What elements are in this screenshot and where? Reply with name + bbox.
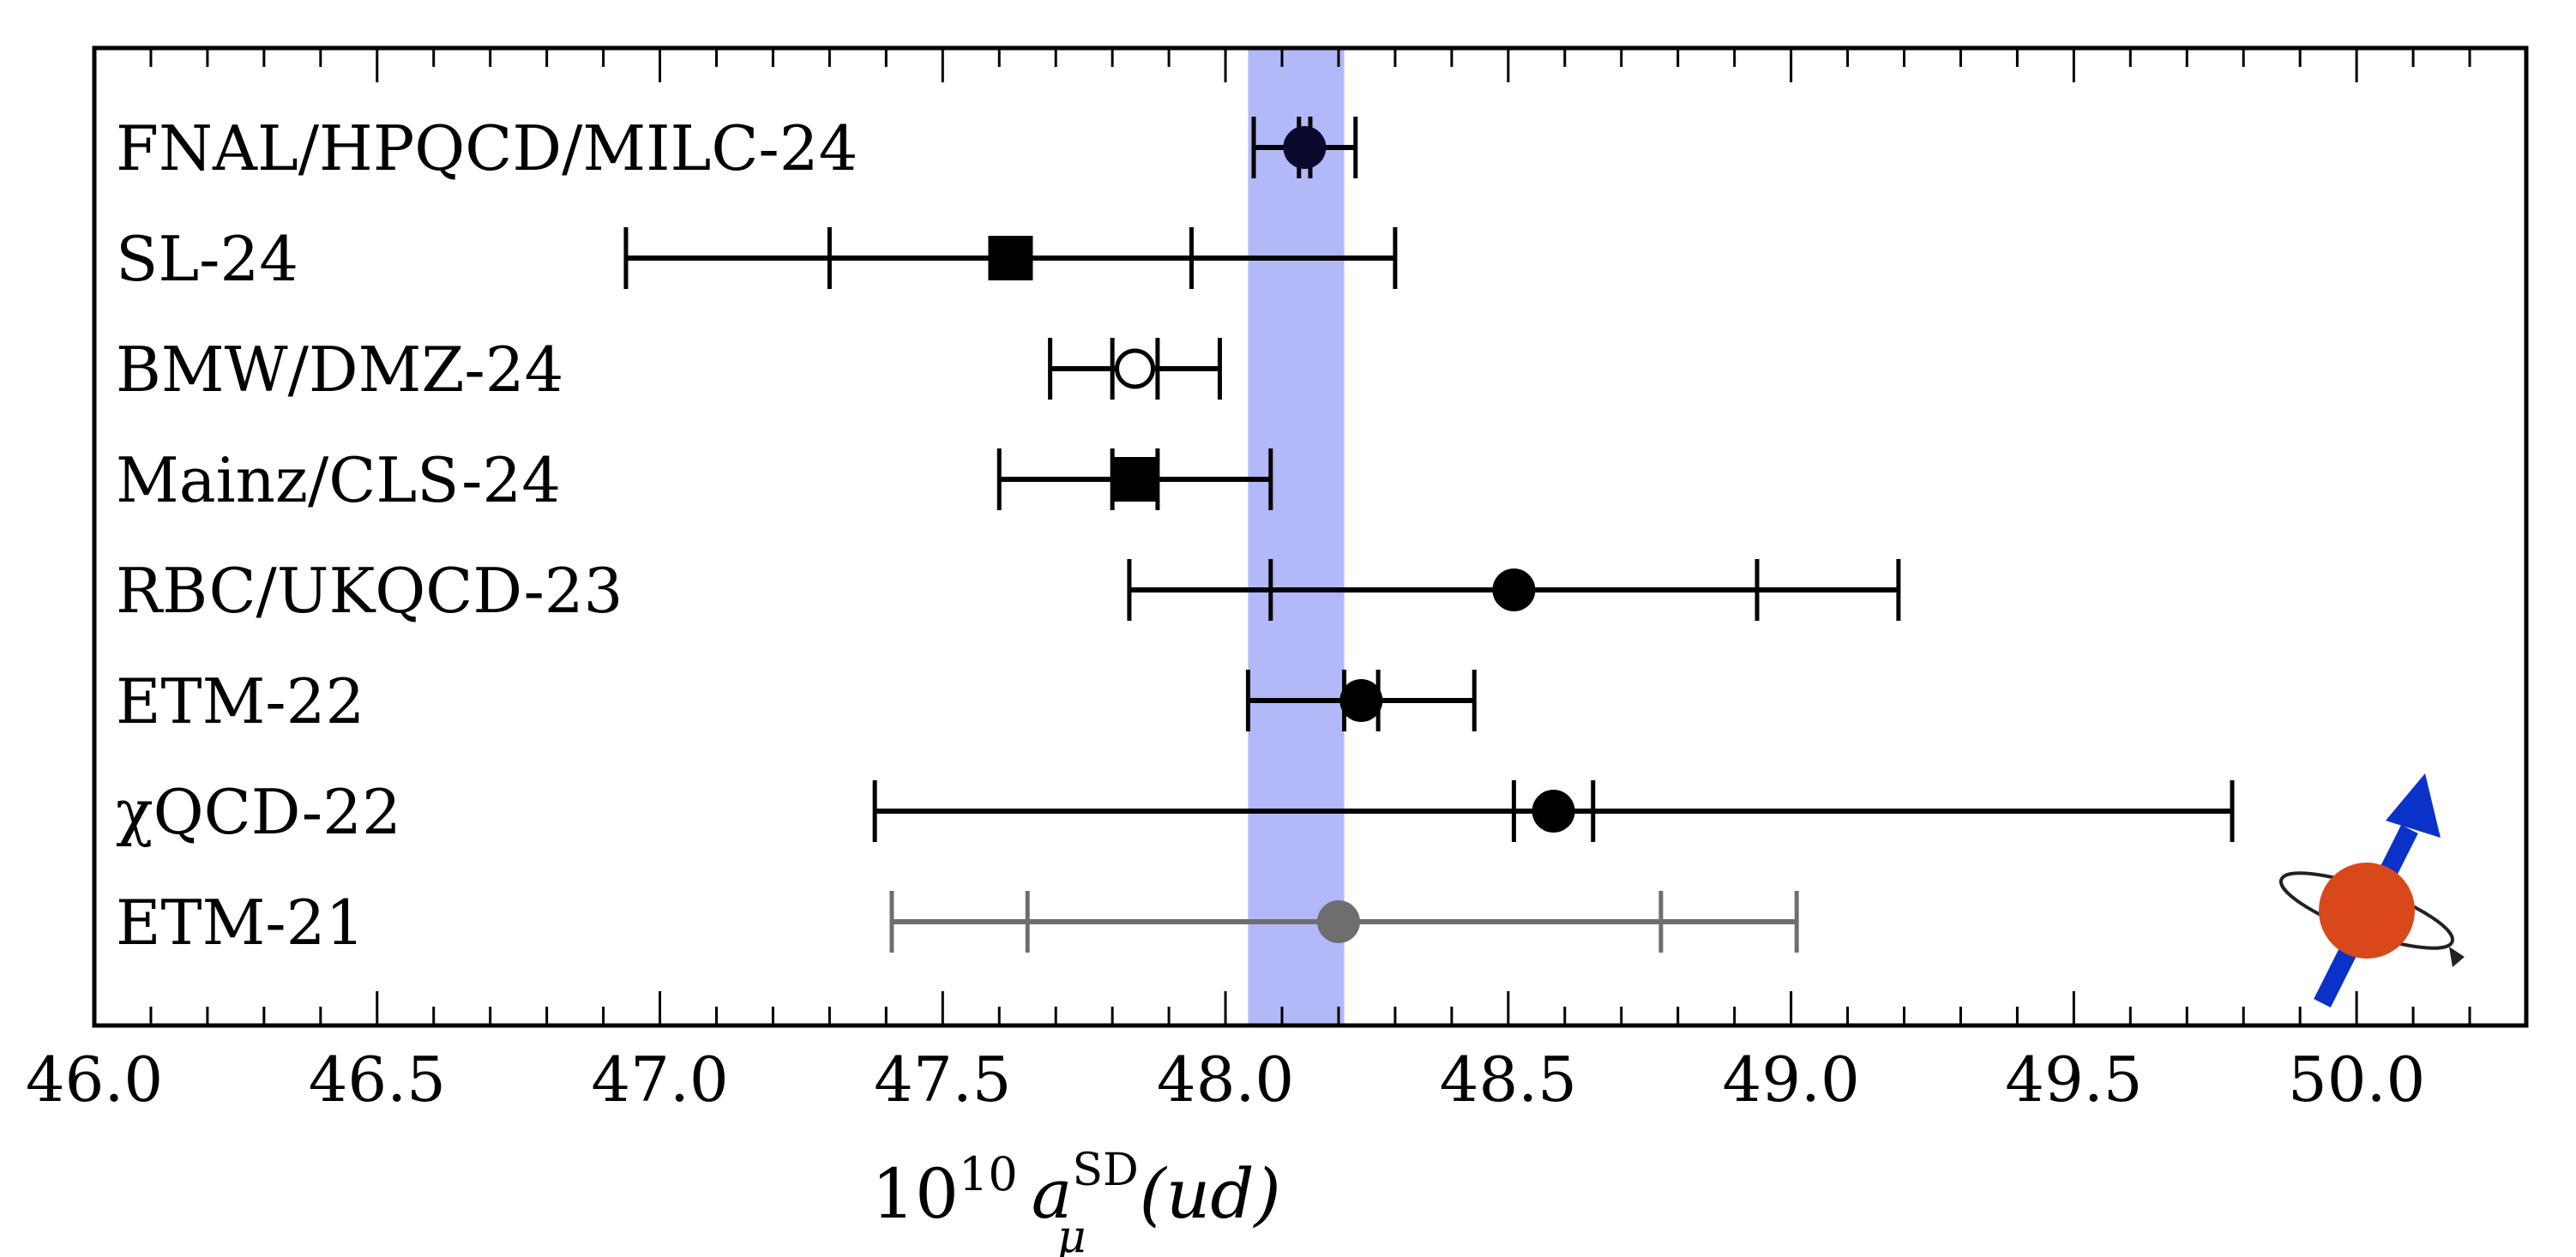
row-label: SL-24 — [116, 223, 298, 295]
central-value-marker — [1532, 790, 1575, 833]
x-tick-label: 49.0 — [1722, 1043, 1859, 1116]
row-label: RBC/UKQCD-23 — [116, 555, 623, 627]
row-label: Mainz/CLS-24 — [116, 444, 561, 516]
orbit-arrow-head — [2449, 947, 2465, 967]
x-tick-label: 47.0 — [591, 1043, 728, 1116]
data-row: BMW/DMZ-24 — [116, 334, 1222, 406]
x-tick-label: 49.5 — [2005, 1043, 2142, 1116]
x-tick-label: 46.0 — [26, 1043, 163, 1116]
axis-ticks-layer — [93, 48, 2528, 1025]
data-row: Mainz/CLS-24 — [116, 444, 1273, 516]
row-label: FNAL/HPQCD/MILC-24 — [116, 112, 858, 184]
row-label: ETM-21 — [116, 887, 364, 959]
data-row: SL-24 — [116, 223, 1398, 295]
spinning-muon-logo — [2278, 773, 2465, 1007]
muon-sphere — [2319, 863, 2415, 959]
x-tick-label: 48.5 — [1440, 1043, 1577, 1116]
plot-frame — [92, 45, 2529, 1028]
central-value-marker — [1115, 348, 1156, 389]
row-label: χQCD-22 — [116, 776, 401, 848]
average-band — [1248, 48, 1345, 1025]
data-row: χQCD-22 — [116, 776, 2235, 848]
tick-labels-layer: 46.0 46.5 47.0 47.5 48.0 48.5 49.0 49.5 50.0 — [26, 1043, 2425, 1116]
x-axis-label: 1010 aSD μ(ud) — [871, 1145, 1281, 1257]
row-label: BMW/DMZ-24 — [116, 334, 563, 406]
average-band-layer — [1248, 48, 1345, 1025]
spin-arrow-head — [2386, 773, 2441, 838]
central-value-marker — [988, 236, 1033, 280]
central-value-marker — [1112, 457, 1158, 502]
data-row: RBC/UKQCD-23 — [116, 555, 1901, 627]
data-rows-layer: FNAL/HPQCD/MILC-24 SL-24 BMW/DMZ-24 Mainz/C… — [116, 112, 2235, 959]
central-value-marker — [1316, 900, 1360, 943]
central-value-marker — [1283, 126, 1327, 169]
x-tick-label: 46.5 — [309, 1043, 446, 1116]
x-tick-label: 47.5 — [874, 1043, 1011, 1116]
x-tick-label: 48.0 — [1157, 1043, 1294, 1116]
central-value-marker — [1492, 568, 1536, 611]
row-label: ETM-22 — [116, 665, 364, 737]
data-row: ETM-21 — [116, 887, 1799, 959]
central-value-marker — [1339, 679, 1383, 722]
data-row: FNAL/HPQCD/MILC-24 — [116, 112, 1358, 184]
data-row: ETM-22 — [116, 665, 1477, 737]
x-tick-label: 50.0 — [2288, 1043, 2425, 1116]
